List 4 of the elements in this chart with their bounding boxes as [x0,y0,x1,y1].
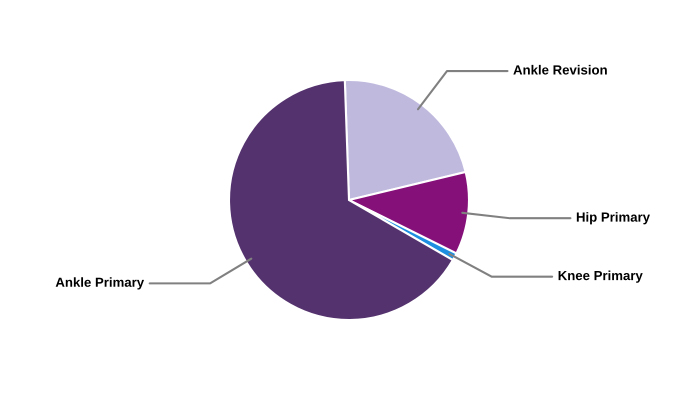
slice-label: Hip Primary [576,212,650,224]
slice-label: Ankle Revision [513,64,607,75]
slice-label: Knee Primary [558,270,643,283]
slice-label: Ankle Primary [56,277,144,290]
